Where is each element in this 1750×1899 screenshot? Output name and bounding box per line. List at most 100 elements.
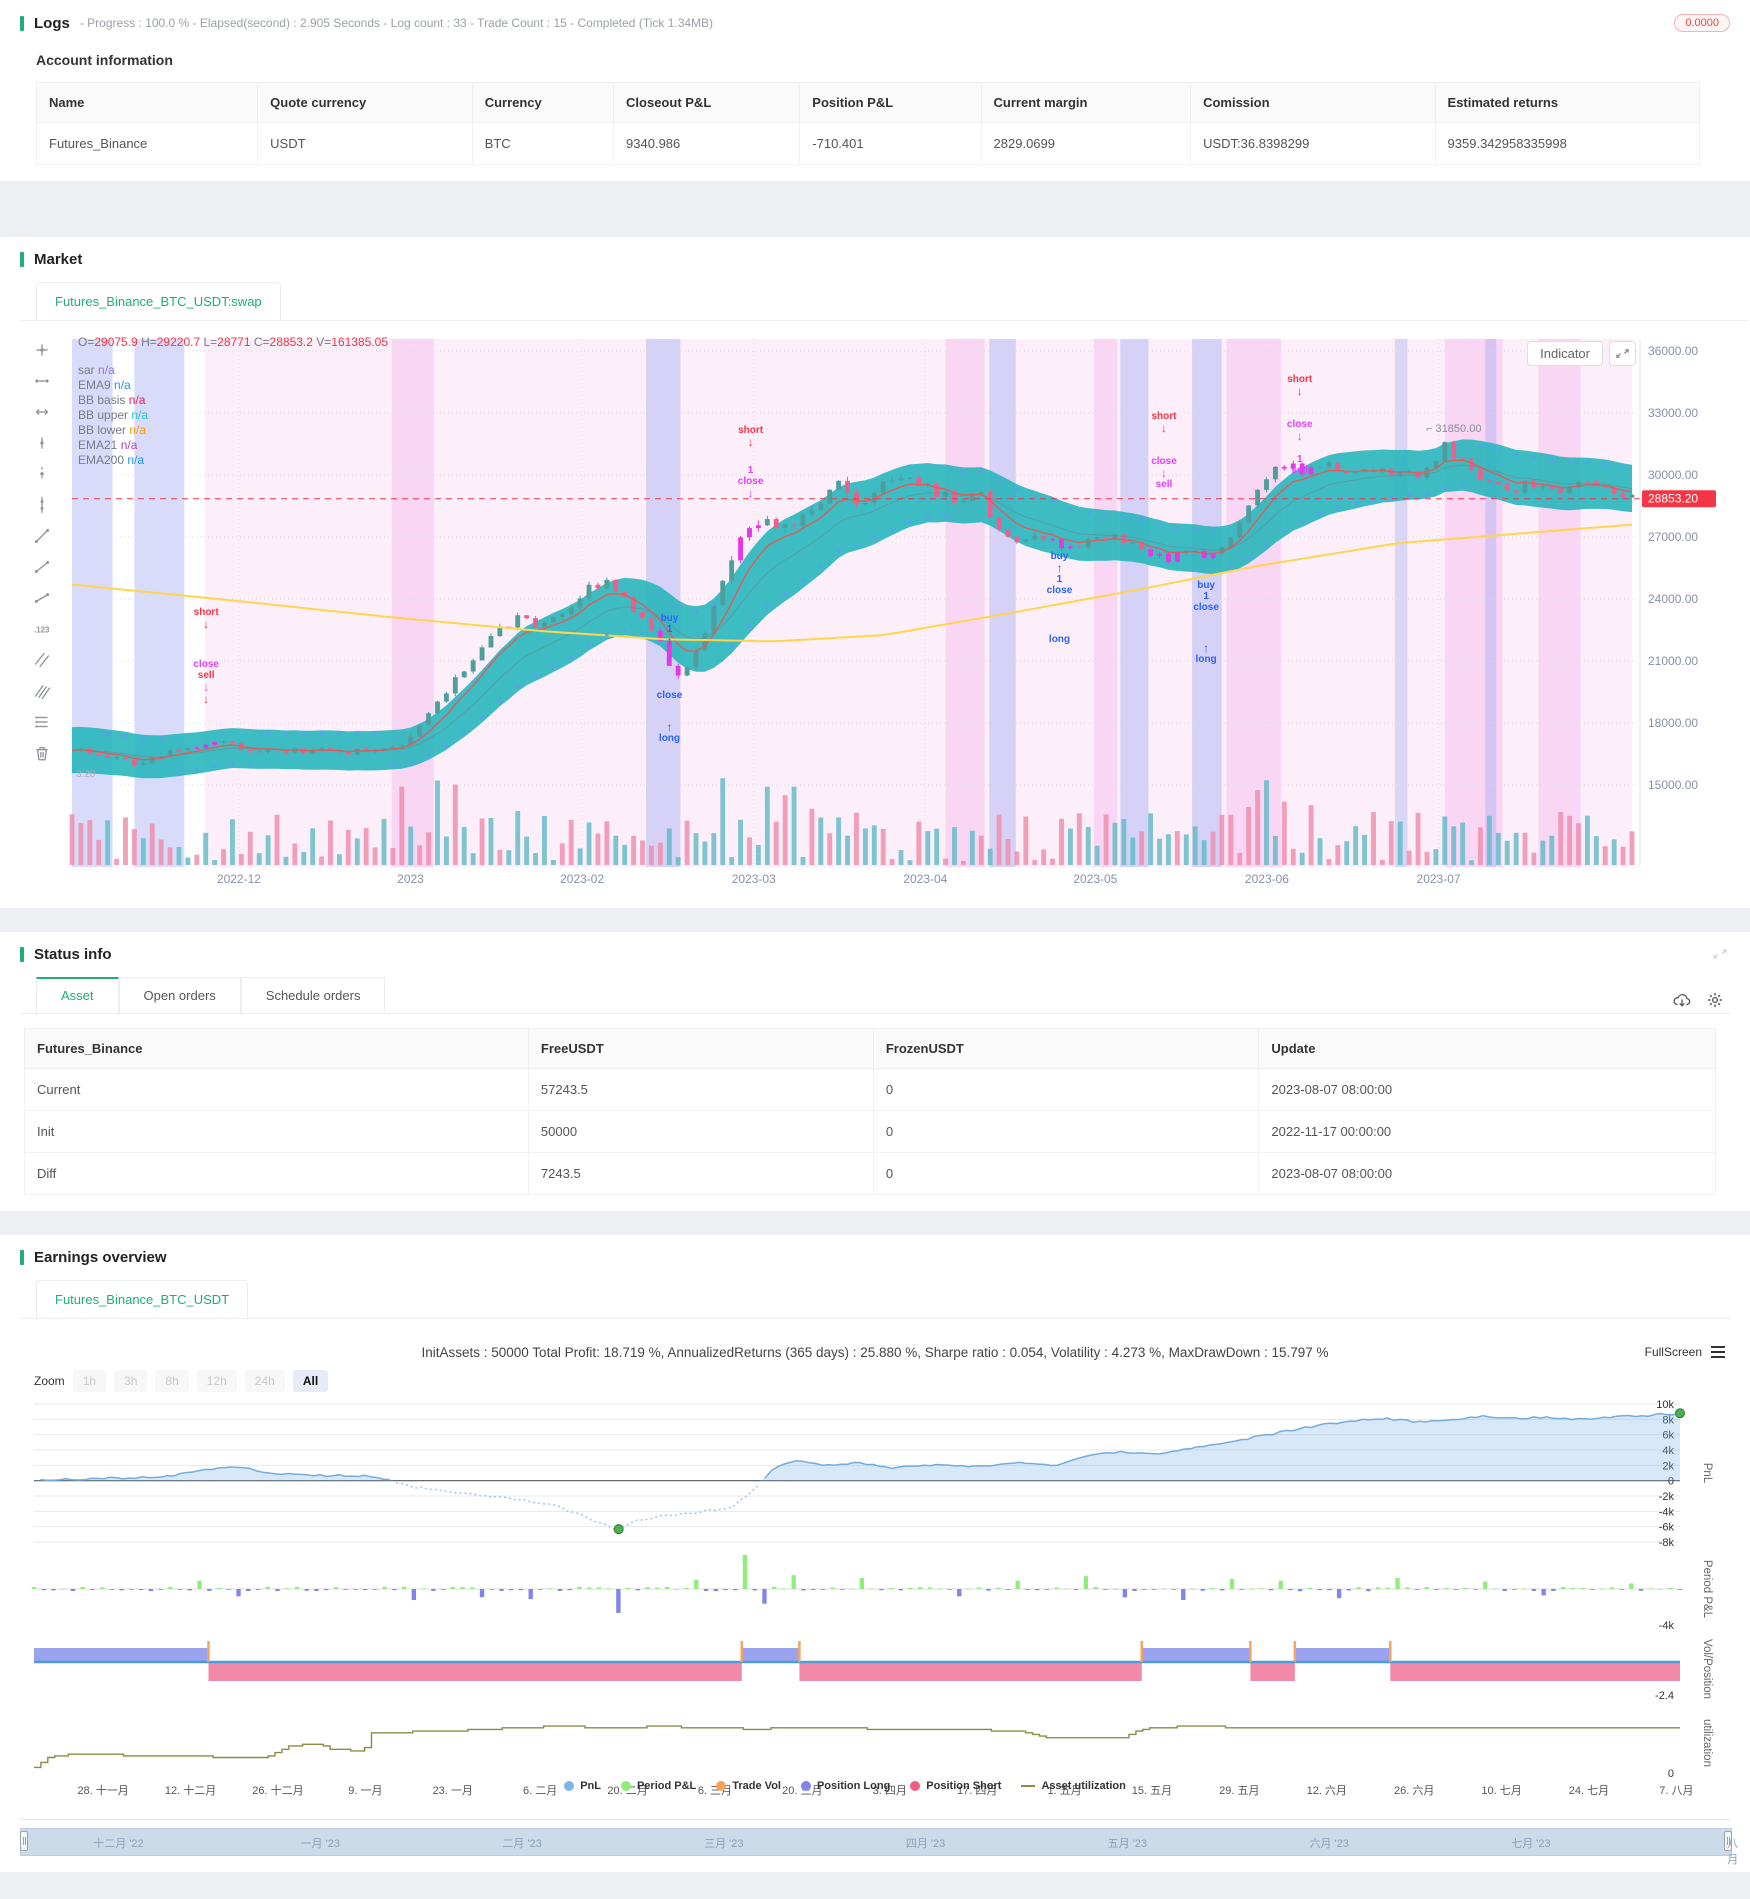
trend-line2-icon[interactable]	[33, 558, 51, 576]
legend-item-position-long[interactable]: Position Long	[800, 1780, 890, 1792]
v-dashed-icon[interactable]	[33, 465, 51, 483]
legend-item-pnl[interactable]: PnL	[564, 1780, 601, 1792]
indicator-button[interactable]: Indicator	[1527, 341, 1603, 366]
crosshair-icon[interactable]	[33, 341, 51, 359]
navigator-month-label: 四月 '23	[905, 1838, 946, 1850]
asset-table: Futures_Binance FreeUSDT FrozenUSDT Update C…	[24, 1028, 1716, 1195]
legend-marker	[910, 1781, 921, 1791]
zoom-button-12h[interactable]: 12h	[196, 1370, 237, 1392]
section-accent-bar	[20, 947, 24, 962]
logs-counter-badge[interactable]: 0.0000	[1674, 14, 1730, 32]
svg-text:28853.20: 28853.20	[1648, 492, 1698, 506]
pane-title: Vol/Position	[1701, 1639, 1713, 1699]
expand-icon	[1616, 349, 1629, 358]
svg-text:28. 十一月: 28. 十一月	[77, 1783, 128, 1797]
chart-navigator[interactable]: 十二月 '22 一月 '23 二月 '23 三月 '23 四月 '23 五月 '23 六月 …	[20, 1828, 1738, 1866]
price-note-icon[interactable]: .123	[33, 620, 51, 638]
svg-text:18000.00: 18000.00	[1648, 716, 1698, 730]
table-cell: 0	[872, 1152, 1260, 1195]
zoom-button-all[interactable]: All	[292, 1370, 329, 1392]
earnings-chart[interactable]: 10k 8k 6k 4k 2k 0 -2k -4k -6k -8k -4k -2.4 0 28. 十一月 1…	[20, 1396, 1730, 1798]
svg-text:10. 七月: 10. 七月	[1481, 1784, 1521, 1797]
table-row: Init 50000 0 2022-11-17 00:00:00	[24, 1110, 1716, 1153]
table-cell: Futures_Binance	[35, 122, 259, 165]
market-candlestick-chart[interactable]: 36000.00 33000.00 30000.00 27000.00 24000.00…	[64, 327, 1748, 887]
chart-expand-button[interactable]	[1609, 341, 1636, 366]
zoom-button-24h[interactable]: 24h	[244, 1370, 285, 1392]
table-cell: 7243.5	[527, 1152, 874, 1195]
background-bands	[72, 339, 1633, 867]
logs-subtitle: - Progress : 100.0 % - Elapsed(second) :…	[79, 16, 714, 30]
dot-line-icon[interactable]	[33, 372, 51, 390]
column-header: Comission	[1190, 82, 1436, 123]
legend-label: Period P&L	[636, 1780, 697, 1792]
menu-icon	[1711, 1346, 1725, 1358]
rays-icon[interactable]	[33, 713, 51, 731]
triple-icon[interactable]	[33, 682, 51, 700]
earnings-date-labels: 28. 十一月 12. 十二月 26. 十二月 9. 一月 23. 一月 6. 二月 20.…	[77, 1783, 1693, 1797]
earnings-stats: InitAssets : 50000 Total Profit: 18.719 …	[421, 1345, 1329, 1360]
table-cell: 9340.986	[613, 122, 801, 165]
navigator-right-handle[interactable]	[1724, 1831, 1732, 1851]
legend-item-position-short[interactable]: Position Short	[910, 1780, 1001, 1792]
svg-text:2023-02: 2023-02	[560, 872, 604, 886]
table-cell: Init	[24, 1110, 529, 1153]
earnings-tab[interactable]: Futures_Binance_BTC_USDT	[36, 1280, 249, 1319]
svg-text:8k: 8k	[1662, 1414, 1674, 1426]
pnl-last-marker	[1675, 1408, 1685, 1419]
svg-text:12. 六月: 12. 六月	[1307, 1784, 1347, 1797]
svg-text:20. 二月: 20. 二月	[607, 1785, 647, 1797]
table-cell: USDT:36.8398299	[1190, 122, 1436, 165]
zoom-label: Zoom	[34, 1374, 65, 1388]
tab-asset[interactable]: Asset	[36, 977, 119, 1014]
trash-icon[interactable]	[33, 744, 51, 762]
svg-text:33000.00: 33000.00	[1648, 406, 1698, 420]
svg-text:2023-07: 2023-07	[1417, 872, 1461, 886]
table-cell: BTC	[471, 122, 615, 165]
zoom-button-8h[interactable]: 8h	[155, 1370, 189, 1392]
market-tab[interactable]: Futures_Binance_BTC_USDT:swap	[36, 282, 281, 321]
v-extended-icon[interactable]	[33, 496, 51, 514]
download-log-button[interactable]	[1672, 991, 1692, 1014]
svg-text:26. 六月: 26. 六月	[1394, 1784, 1434, 1797]
tab-divider	[20, 320, 1748, 321]
zoom-button-1h[interactable]: 1h	[72, 1370, 107, 1392]
legend-item-asset-utilization[interactable]: Asset utilization	[1021, 1780, 1126, 1792]
zoom-controls: Zoom 1h 3h 8h 12h 24h All	[34, 1370, 1730, 1392]
table-cell: 2023-08-07 08:00:00	[1258, 1068, 1716, 1111]
settings-button[interactable]	[1706, 991, 1724, 1014]
svg-text:26. 十二月: 26. 十二月	[252, 1783, 303, 1797]
navigator-month-label: 十二月 '22	[93, 1838, 144, 1850]
logs-section: Logs - Progress : 100.0 % - Elapsed(seco…	[0, 0, 1750, 181]
candles-layer	[78, 440, 1635, 767]
svg-text:2k: 2k	[1662, 1460, 1674, 1472]
trend-line3-icon[interactable]	[33, 589, 51, 607]
tab-open-orders[interactable]: Open orders	[118, 977, 241, 1014]
legend-item-trade-vol[interactable]: Trade Vol	[716, 1780, 781, 1792]
column-header: Quote currency	[257, 82, 473, 123]
navigator-left-handle[interactable]	[20, 1831, 28, 1851]
fullscreen-button[interactable]: FullScreen	[1645, 1345, 1726, 1359]
v-segment-icon[interactable]	[33, 434, 51, 452]
svg-text:2023-04: 2023-04	[903, 872, 947, 886]
chart-drawing-toolbar: .123	[20, 327, 64, 892]
arrow-line-icon[interactable]	[33, 403, 51, 421]
zoom-button-3h[interactable]: 3h	[114, 1370, 148, 1392]
parallel-icon[interactable]	[33, 651, 51, 669]
volume-bars	[69, 778, 1635, 865]
table-cell[interactable]: Current	[24, 1068, 529, 1111]
status-expand-button[interactable]	[1712, 946, 1728, 967]
section-gap	[0, 908, 1750, 932]
status-info-section: Status info Asset Open orders Schedule ord…	[0, 932, 1750, 1211]
utilization-pane: 0	[34, 1725, 1680, 1780]
tab-schedule-orders[interactable]: Schedule orders	[240, 977, 386, 1014]
trend-line-icon[interactable]	[33, 527, 51, 545]
navigator-divider	[20, 1819, 1730, 1820]
legend-marker	[716, 1781, 727, 1791]
svg-text:-2.4: -2.4	[1655, 1690, 1674, 1702]
svg-text:6k: 6k	[1662, 1430, 1674, 1442]
cloud-download-icon	[1673, 994, 1691, 1007]
legend-item-period-p-l[interactable]: Period P&L	[620, 1780, 697, 1792]
svg-text:17. 四月: 17. 四月	[957, 1785, 997, 1797]
